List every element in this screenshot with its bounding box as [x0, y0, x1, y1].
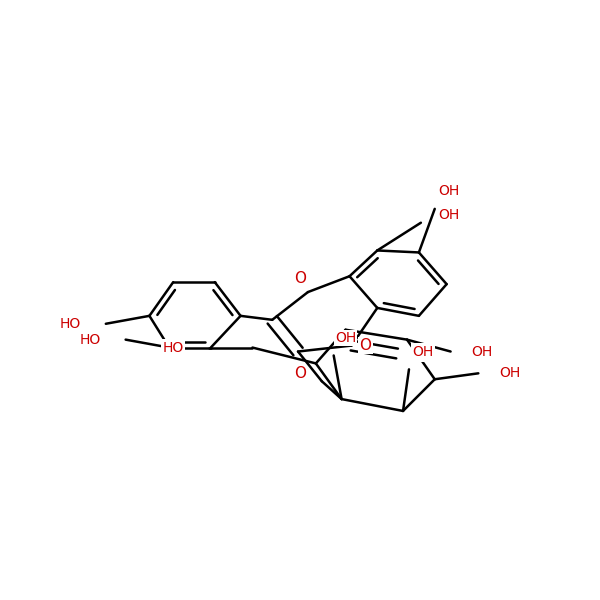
Text: HO: HO	[59, 317, 81, 331]
Text: OH: OH	[335, 331, 356, 344]
Text: O: O	[359, 338, 371, 353]
Text: OH: OH	[412, 344, 433, 359]
Text: HO: HO	[163, 341, 184, 355]
Text: OH: OH	[472, 344, 493, 359]
Text: OH: OH	[438, 208, 459, 222]
Text: OH: OH	[499, 367, 521, 380]
Text: OH: OH	[438, 184, 459, 198]
Text: HO: HO	[79, 332, 101, 347]
Text: O: O	[294, 271, 306, 286]
Text: O: O	[294, 366, 306, 381]
Text: O: O	[413, 346, 425, 361]
